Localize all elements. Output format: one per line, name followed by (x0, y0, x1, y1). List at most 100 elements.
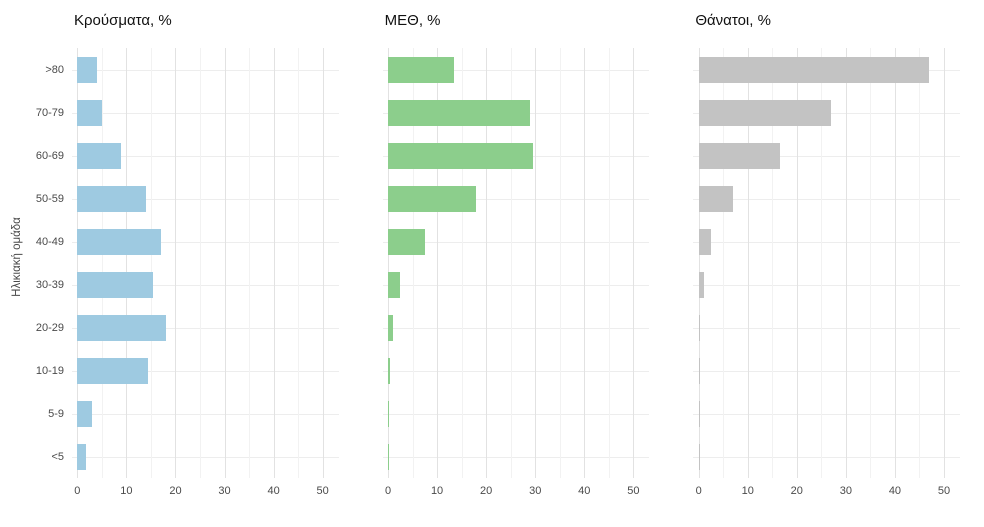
bar (77, 443, 87, 470)
x-tick-label: 10 (741, 485, 754, 497)
v-gridline-major (796, 48, 798, 478)
x-tick-label: 30 (529, 485, 542, 497)
bar (388, 314, 393, 341)
x-tick-label: 50 (627, 485, 640, 497)
bar (698, 314, 701, 341)
plot-area-cases (72, 48, 339, 478)
h-gridline (72, 241, 339, 243)
v-gridline-minor (510, 48, 512, 478)
panel-cases: Κρούσματα, % 0 10 20 30 40 50 (72, 10, 339, 515)
v-gridline-major (175, 48, 177, 478)
x-tick-label: 20 (169, 485, 182, 497)
y-axis-labels: >80 70-79 60-69 50-59 40-49 30-39 20-29 10-19 5-… (26, 48, 72, 478)
v-gridline-minor (919, 48, 921, 478)
bar (698, 400, 700, 427)
plot-area-deaths (693, 48, 961, 478)
h-gridline (382, 69, 650, 71)
bar (388, 56, 455, 83)
bar (698, 56, 930, 83)
bar (698, 142, 780, 169)
v-gridline-minor (559, 48, 561, 478)
bar (77, 357, 149, 384)
h-gridline (72, 198, 339, 200)
h-gridline (693, 241, 961, 243)
h-gridline (693, 456, 961, 458)
x-tick-label: 0 (695, 485, 702, 497)
v-gridline-minor (412, 48, 414, 478)
panel-icu: ΜΕΘ, % 0 10 20 30 40 50 (382, 10, 650, 515)
x-tick-label: 30 (839, 485, 852, 497)
v-gridline-major (388, 48, 389, 478)
h-gridline (693, 155, 961, 157)
bar (698, 99, 832, 126)
v-gridline-minor (101, 48, 103, 478)
panels: Κρούσματα, % 0 10 20 30 40 50 ΜΕΘ, % 0 10 20 30 4… (72, 10, 961, 515)
v-gridline-major (944, 48, 945, 478)
x-tick-label: 40 (578, 485, 591, 497)
h-gridline (382, 327, 650, 329)
bar (77, 185, 147, 212)
panel-deaths: Θάνατοι, % 0 10 20 30 40 50 (693, 10, 961, 515)
v-gridline-minor (608, 48, 610, 478)
v-gridline-major (894, 48, 896, 478)
y-tick-label: 70-79 (35, 106, 64, 119)
bar (388, 443, 389, 470)
y-axis-title-column: Ηλικιακή ομάδα (8, 10, 26, 515)
bar (388, 271, 401, 298)
v-gridline-major (322, 48, 324, 478)
panel-title-icu: ΜΕΘ, % (384, 12, 441, 29)
x-tick-label: 0 (384, 485, 392, 497)
h-gridline (693, 370, 961, 372)
h-gridline (72, 327, 339, 329)
x-tick-label: 50 (937, 485, 951, 497)
v-gridline-major (698, 48, 700, 478)
x-tick-label: 0 (74, 485, 81, 497)
y-axis-title: Ηλικιακή ομάδα (11, 217, 23, 298)
bar (698, 443, 700, 470)
y-tick-label: <5 (51, 450, 64, 463)
v-gridline-major (747, 48, 749, 478)
h-gridline (382, 198, 650, 200)
bar (77, 228, 161, 255)
bar (77, 142, 122, 169)
h-gridline (72, 112, 339, 114)
v-gridline-major (77, 48, 79, 478)
bar (77, 56, 97, 83)
v-gridline-minor (200, 48, 201, 478)
h-gridline (72, 413, 339, 415)
x-tick-label: 40 (267, 485, 280, 497)
x-tick-label: 10 (430, 485, 444, 497)
bar (77, 314, 166, 341)
h-gridline (382, 284, 650, 286)
h-gridline (382, 241, 650, 243)
h-gridline (72, 284, 339, 286)
y-tick-label: 60-69 (35, 149, 64, 162)
v-gridline-minor (870, 48, 872, 478)
y-tick-label: 20-29 (35, 321, 64, 334)
h-gridline (72, 456, 339, 458)
h-gridline (693, 413, 961, 415)
x-axis-deaths: 0 10 20 30 40 50 (693, 478, 960, 506)
h-gridline (693, 198, 961, 200)
h-gridline (693, 327, 961, 329)
y-tick-label: 10-19 (35, 364, 64, 377)
panel-title-cases: Κρούσματα, % (74, 12, 172, 29)
h-gridline (382, 370, 650, 372)
h-gridline (72, 370, 339, 372)
v-gridline-major (535, 48, 537, 478)
y-tick-label: 30-39 (35, 278, 64, 291)
v-gridline-minor (821, 48, 823, 478)
bar (388, 400, 389, 427)
bar (388, 142, 533, 169)
v-gridline-minor (249, 48, 251, 478)
v-gridline-major (633, 48, 635, 478)
bar (698, 228, 711, 255)
x-axis-icu: 0 10 20 30 40 50 (383, 478, 650, 506)
v-gridline-major (486, 48, 488, 478)
bar (77, 99, 102, 126)
v-gridline-major (437, 48, 439, 478)
h-gridline (693, 284, 961, 286)
y-axis-labels-column: >80 70-79 60-69 50-59 40-49 30-39 20-29 10-19 5-… (26, 10, 72, 515)
v-gridline-minor (461, 48, 463, 478)
